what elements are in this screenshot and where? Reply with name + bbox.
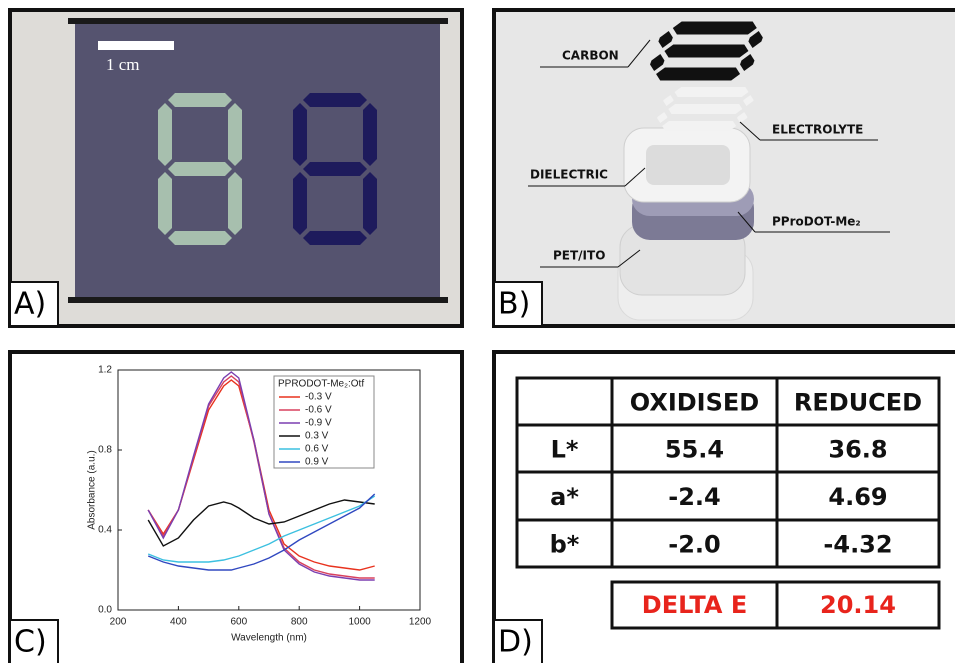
layer-label: ELECTROLYTE bbox=[772, 123, 863, 137]
panel-label: A) bbox=[14, 287, 46, 322]
y-axis-title: Absorbance (a.u.) bbox=[87, 450, 98, 530]
segment bbox=[363, 103, 377, 166]
table-cell: 4.69 bbox=[828, 483, 887, 511]
frame-strip bbox=[68, 297, 448, 303]
delta-cell: 20.14 bbox=[820, 591, 896, 619]
table-cell: -2.0 bbox=[668, 531, 720, 559]
x-tick-label: 200 bbox=[110, 617, 127, 628]
row-header: b* bbox=[550, 531, 580, 559]
segment bbox=[293, 172, 307, 235]
column-header: OXIDISED bbox=[630, 389, 759, 417]
panel-label: C) bbox=[14, 625, 47, 660]
legend-label: -0.9 V bbox=[305, 418, 332, 429]
segment bbox=[228, 103, 242, 166]
x-tick-label: 1000 bbox=[348, 617, 371, 628]
segment bbox=[228, 172, 242, 235]
segment bbox=[293, 103, 307, 166]
row-header: L* bbox=[551, 436, 579, 464]
frame-strip bbox=[68, 18, 448, 24]
segment bbox=[168, 162, 232, 176]
layer-label: CARBON bbox=[562, 49, 619, 63]
row-header: a* bbox=[550, 483, 579, 511]
x-axis-title: Wavelength (nm) bbox=[231, 633, 307, 644]
segment bbox=[363, 172, 377, 235]
x-tick-label: 600 bbox=[230, 617, 247, 628]
panel-label: B) bbox=[498, 287, 530, 322]
scale-bar bbox=[98, 41, 174, 50]
y-tick-label: 0.8 bbox=[98, 445, 112, 456]
segment bbox=[673, 87, 751, 97]
layer-label: DIELECTRIC bbox=[530, 168, 608, 182]
scale-label: 1 cm bbox=[106, 55, 140, 74]
y-tick-label: 0.4 bbox=[98, 525, 112, 536]
panel-label: D) bbox=[498, 625, 533, 660]
table-cell: 55.4 bbox=[665, 436, 724, 464]
legend-label: -0.3 V bbox=[305, 392, 332, 403]
segment bbox=[168, 231, 232, 245]
segment bbox=[158, 172, 172, 235]
layer-label: PProDOT-Me₂ bbox=[772, 215, 861, 229]
legend-label: 0.6 V bbox=[305, 444, 329, 455]
legend-label: 0.3 V bbox=[305, 431, 329, 442]
segment bbox=[168, 93, 232, 107]
segment bbox=[303, 93, 367, 107]
dielectric-window bbox=[646, 145, 730, 185]
delta-cell: DELTA E bbox=[642, 591, 747, 619]
segment bbox=[670, 22, 759, 35]
segment bbox=[303, 231, 367, 245]
table-cell: -2.4 bbox=[668, 483, 720, 511]
x-tick-label: 400 bbox=[170, 617, 187, 628]
legend-title: PPRODOT-Me₂:Otf bbox=[278, 379, 364, 390]
segment bbox=[303, 162, 367, 176]
y-tick-label: 1.2 bbox=[98, 365, 112, 376]
segment bbox=[667, 104, 745, 114]
x-tick-label: 1200 bbox=[409, 617, 432, 628]
y-tick-label: 0.0 bbox=[98, 605, 112, 616]
segment bbox=[660, 121, 738, 131]
legend-label: -0.6 V bbox=[305, 405, 332, 416]
segment bbox=[662, 45, 751, 58]
figure: 1 cm A) CARBON ELECTROLYTE DIELECTRIC PP… bbox=[0, 0, 955, 663]
segment bbox=[654, 68, 743, 81]
segment bbox=[158, 103, 172, 166]
column-header: REDUCED bbox=[794, 389, 922, 417]
layer-label: PET/ITO bbox=[553, 249, 605, 263]
table-cell: -4.32 bbox=[823, 531, 892, 559]
legend-label: 0.9 V bbox=[305, 457, 329, 468]
x-tick-label: 800 bbox=[291, 617, 308, 628]
table-cell: 36.8 bbox=[828, 436, 887, 464]
